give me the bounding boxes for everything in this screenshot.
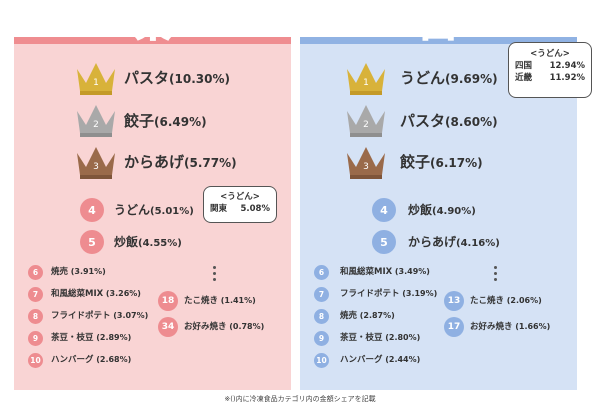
- east-rank-3: からあげ(5.77%): [124, 153, 237, 171]
- rank-34-badge: 34: [158, 317, 178, 337]
- callout-row: 四国 12.94%: [515, 61, 585, 71]
- rank-5-badge: 5: [80, 230, 104, 254]
- rank-8-badge: 8: [314, 309, 329, 324]
- east-rank-5: 炒飯(4.55%): [114, 235, 182, 249]
- west-rank-7: フライドポテト (3.19%): [340, 289, 438, 299]
- west-rank-3: 餃子(6.17%): [400, 153, 483, 171]
- west-rank-9: 茶豆・枝豆 (2.80%): [340, 333, 421, 343]
- west-rank-17: お好み焼き (1.66%): [470, 322, 551, 332]
- east-rank-34: お好み焼き (0.78%): [184, 322, 265, 332]
- rank-4-badge: 4: [80, 198, 104, 222]
- east-header-bar: [14, 37, 291, 44]
- west-rank-10: ハンバーグ (2.44%): [340, 355, 421, 365]
- east-rank-4: うどん(5.01%): [114, 203, 194, 217]
- gold-crown-icon: 1: [74, 59, 118, 97]
- rank-17-badge: 17: [444, 317, 464, 337]
- rank-4-badge: 4: [372, 198, 396, 222]
- west-rank-4: 炒飯(4.90%): [408, 203, 476, 217]
- east-rank-7: 和風総菜MIX (3.26%): [51, 289, 141, 299]
- svg-text:1: 1: [363, 78, 369, 88]
- east-rank-2: 餃子(6.49%): [124, 112, 207, 130]
- west-title: 西: [419, 2, 457, 46]
- east-rank-10: ハンバーグ (2.68%): [51, 355, 132, 365]
- west-rank-5: からあげ(4.16%): [408, 235, 500, 249]
- svg-text:3: 3: [93, 162, 99, 172]
- west-header-bar: [300, 37, 577, 44]
- svg-text:1: 1: [93, 78, 99, 88]
- svg-text:3: 3: [363, 162, 369, 172]
- east-rank-6: 焼売 (3.91%): [51, 267, 106, 277]
- west-udon-callout: <うどん> 四国 12.94% 近畿 11.92%: [508, 42, 592, 98]
- rank-5-badge: 5: [372, 230, 396, 254]
- rank-10-badge: 10: [28, 353, 43, 368]
- svg-text:2: 2: [93, 120, 99, 130]
- callout-row: 関東 5.08%: [210, 204, 270, 214]
- callout-title: <うどん>: [220, 192, 260, 202]
- east-rank-1: パスタ(10.30%): [124, 69, 230, 87]
- silver-crown-icon: 2: [344, 101, 388, 139]
- ellipsis-icon: [494, 266, 498, 284]
- callout-row: 近畿 11.92%: [515, 73, 585, 83]
- rank-7-badge: 7: [28, 287, 43, 302]
- rank-13-badge: 13: [444, 291, 464, 311]
- svg-text:2: 2: [363, 120, 369, 130]
- silver-crown-icon: 2: [74, 101, 118, 139]
- rank-6-badge: 6: [314, 265, 329, 280]
- west-rank-13: たこ焼き (2.06%): [470, 296, 542, 306]
- west-rank-6: 和風総菜MIX (3.49%): [340, 267, 430, 277]
- rank-8-badge: 8: [28, 309, 43, 324]
- rank-7-badge: 7: [314, 287, 329, 302]
- west-rank-2: パスタ(8.60%): [400, 112, 498, 130]
- rank-18-badge: 18: [158, 291, 178, 311]
- east-rank-18: たこ焼き (1.41%): [184, 296, 256, 306]
- east-rank-9: 茶豆・枝豆 (2.89%): [51, 333, 132, 343]
- west-rank-1: うどん(9.69%): [400, 69, 498, 87]
- west-rank-8: 焼売 (2.87%): [340, 311, 395, 321]
- rank-9-badge: 9: [314, 331, 329, 346]
- rank-10-badge: 10: [314, 353, 329, 368]
- bronze-crown-icon: 3: [74, 143, 118, 181]
- footnote: ※()内に冷凍食品カテゴリ内の金額シェアを記載: [224, 395, 376, 403]
- east-title: 東: [134, 2, 172, 46]
- ellipsis-icon: [213, 266, 217, 284]
- east-rank-8: フライドポテト (3.07%): [51, 311, 149, 321]
- gold-crown-icon: 1: [344, 59, 388, 97]
- bronze-crown-icon: 3: [344, 143, 388, 181]
- rank-6-badge: 6: [28, 265, 43, 280]
- callout-title: <うどん>: [530, 49, 570, 59]
- rank-9-badge: 9: [28, 331, 43, 346]
- east-udon-callout: <うどん> 関東 5.08%: [203, 186, 277, 223]
